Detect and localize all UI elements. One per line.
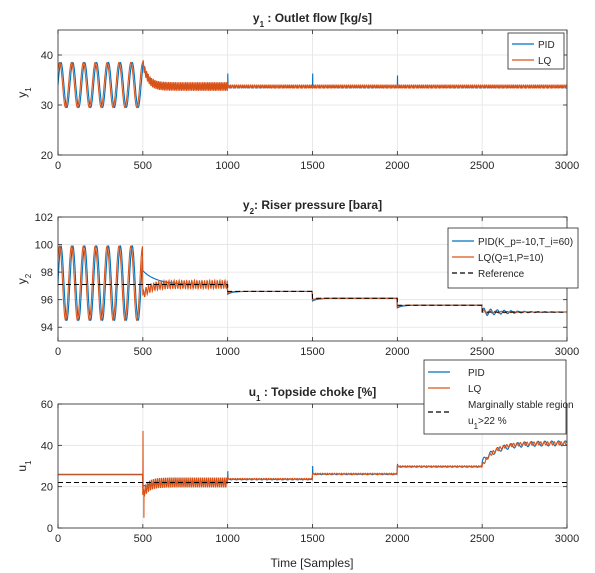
x-tick-label: 3000 xyxy=(555,346,579,358)
x-tick-label: 2000 xyxy=(385,533,409,545)
x-tick-label: 2500 xyxy=(470,160,494,172)
x-tick-label: 3000 xyxy=(555,160,579,172)
title-main: u xyxy=(249,385,256,399)
y-tick-label: 20 xyxy=(41,482,53,494)
y-axis-label: y2 xyxy=(15,273,33,284)
chart-title: u1 : Topside choke [%] xyxy=(249,385,377,403)
y-axis-label: u1 xyxy=(15,460,33,472)
x-tick-label: 3000 xyxy=(555,533,579,545)
ylabel-main: u xyxy=(15,465,29,472)
title-rest: : Riser pressure [bara] xyxy=(254,198,382,212)
x-tick-label: 1500 xyxy=(300,160,324,172)
x-tick-label: 500 xyxy=(134,160,152,172)
series-line-reference xyxy=(58,284,567,313)
legend-label: PID xyxy=(468,368,485,379)
x-tick-label: 0 xyxy=(55,346,61,358)
title-rest: : Outlet flow [kg/s] xyxy=(264,11,372,25)
legend-label: LQ(Q=1,P=10) xyxy=(478,253,544,264)
legend-box xyxy=(507,32,565,70)
x-tick-label: 500 xyxy=(134,533,152,545)
title-main: y xyxy=(253,11,260,25)
title-sub: 2 xyxy=(250,207,255,216)
y-tick-label: 94 xyxy=(41,322,53,334)
y-tick-label: 40 xyxy=(41,440,53,452)
legend-panel-3: PID LQ Marginally stable region u1>22 % xyxy=(423,359,574,435)
ylabel-main: y xyxy=(15,278,29,284)
legend-label: LQ xyxy=(538,56,552,67)
legend-label: PID xyxy=(538,40,555,51)
x-tick-label: 0 xyxy=(55,160,61,172)
x-tick-label: 500 xyxy=(134,346,152,358)
legend-label: PID(K_p=-10,T_i=60) xyxy=(478,237,573,248)
x-tick-label: 1500 xyxy=(300,346,324,358)
legend-panel-2: PID(K_p=-10,T_i=60) LQ(Q=1,P=10) Reference xyxy=(447,227,579,289)
y-tick-label: 0 xyxy=(47,523,53,535)
x-tick-label: 1000 xyxy=(215,533,239,545)
legend-box xyxy=(447,227,579,289)
y-tick-label: 100 xyxy=(35,240,53,252)
x-tick-label: 2500 xyxy=(470,346,494,358)
y-tick-label: 102 xyxy=(35,212,53,224)
chart-title: y2: Riser pressure [bara] xyxy=(243,198,382,216)
ylabel-sub: 1 xyxy=(24,460,33,465)
series-line-lq xyxy=(58,430,567,518)
x-tick-label: 0 xyxy=(55,533,61,545)
x-tick-label: 2000 xyxy=(385,160,409,172)
y-tick-label: 60 xyxy=(41,399,53,411)
legend-label: LQ xyxy=(468,384,482,395)
title-sub: 1 xyxy=(256,394,261,403)
title-main: y xyxy=(243,198,250,212)
legend-label-2: u1>22 % xyxy=(468,416,507,431)
x-axis-label: Time [Samples] xyxy=(271,556,354,570)
y-tick-label: 20 xyxy=(41,150,53,162)
y-tick-label: 96 xyxy=(41,295,53,307)
legend-label-2-main: u xyxy=(468,416,474,427)
legend-label-2-rest: >22 % xyxy=(478,416,507,427)
ylabel-sub: 2 xyxy=(24,273,33,278)
legend-label: Marginally stable region xyxy=(468,400,574,411)
x-tick-label: 1000 xyxy=(215,160,239,172)
y-tick-label: 98 xyxy=(41,267,53,279)
x-tick-label: 1000 xyxy=(215,346,239,358)
chart-title: y1 : Outlet flow [kg/s] xyxy=(253,11,372,29)
ylabel-main: y xyxy=(15,92,29,98)
y-axis-label: y1 xyxy=(15,87,33,98)
x-tick-label: 1500 xyxy=(300,533,324,545)
legend-label: Reference xyxy=(478,269,525,280)
x-tick-label: 2000 xyxy=(385,346,409,358)
legend-panel-1: PID LQ xyxy=(507,32,565,70)
title-sub: 1 xyxy=(260,20,265,29)
title-rest: : Topside choke [%] xyxy=(261,385,377,399)
legend-label-2-sub: 1 xyxy=(474,422,479,431)
x-tick-label: 2500 xyxy=(470,533,494,545)
ylabel-sub: 1 xyxy=(24,87,33,92)
y-tick-label: 40 xyxy=(41,50,53,62)
series-line-lq xyxy=(58,60,567,109)
y-tick-label: 30 xyxy=(41,100,53,112)
